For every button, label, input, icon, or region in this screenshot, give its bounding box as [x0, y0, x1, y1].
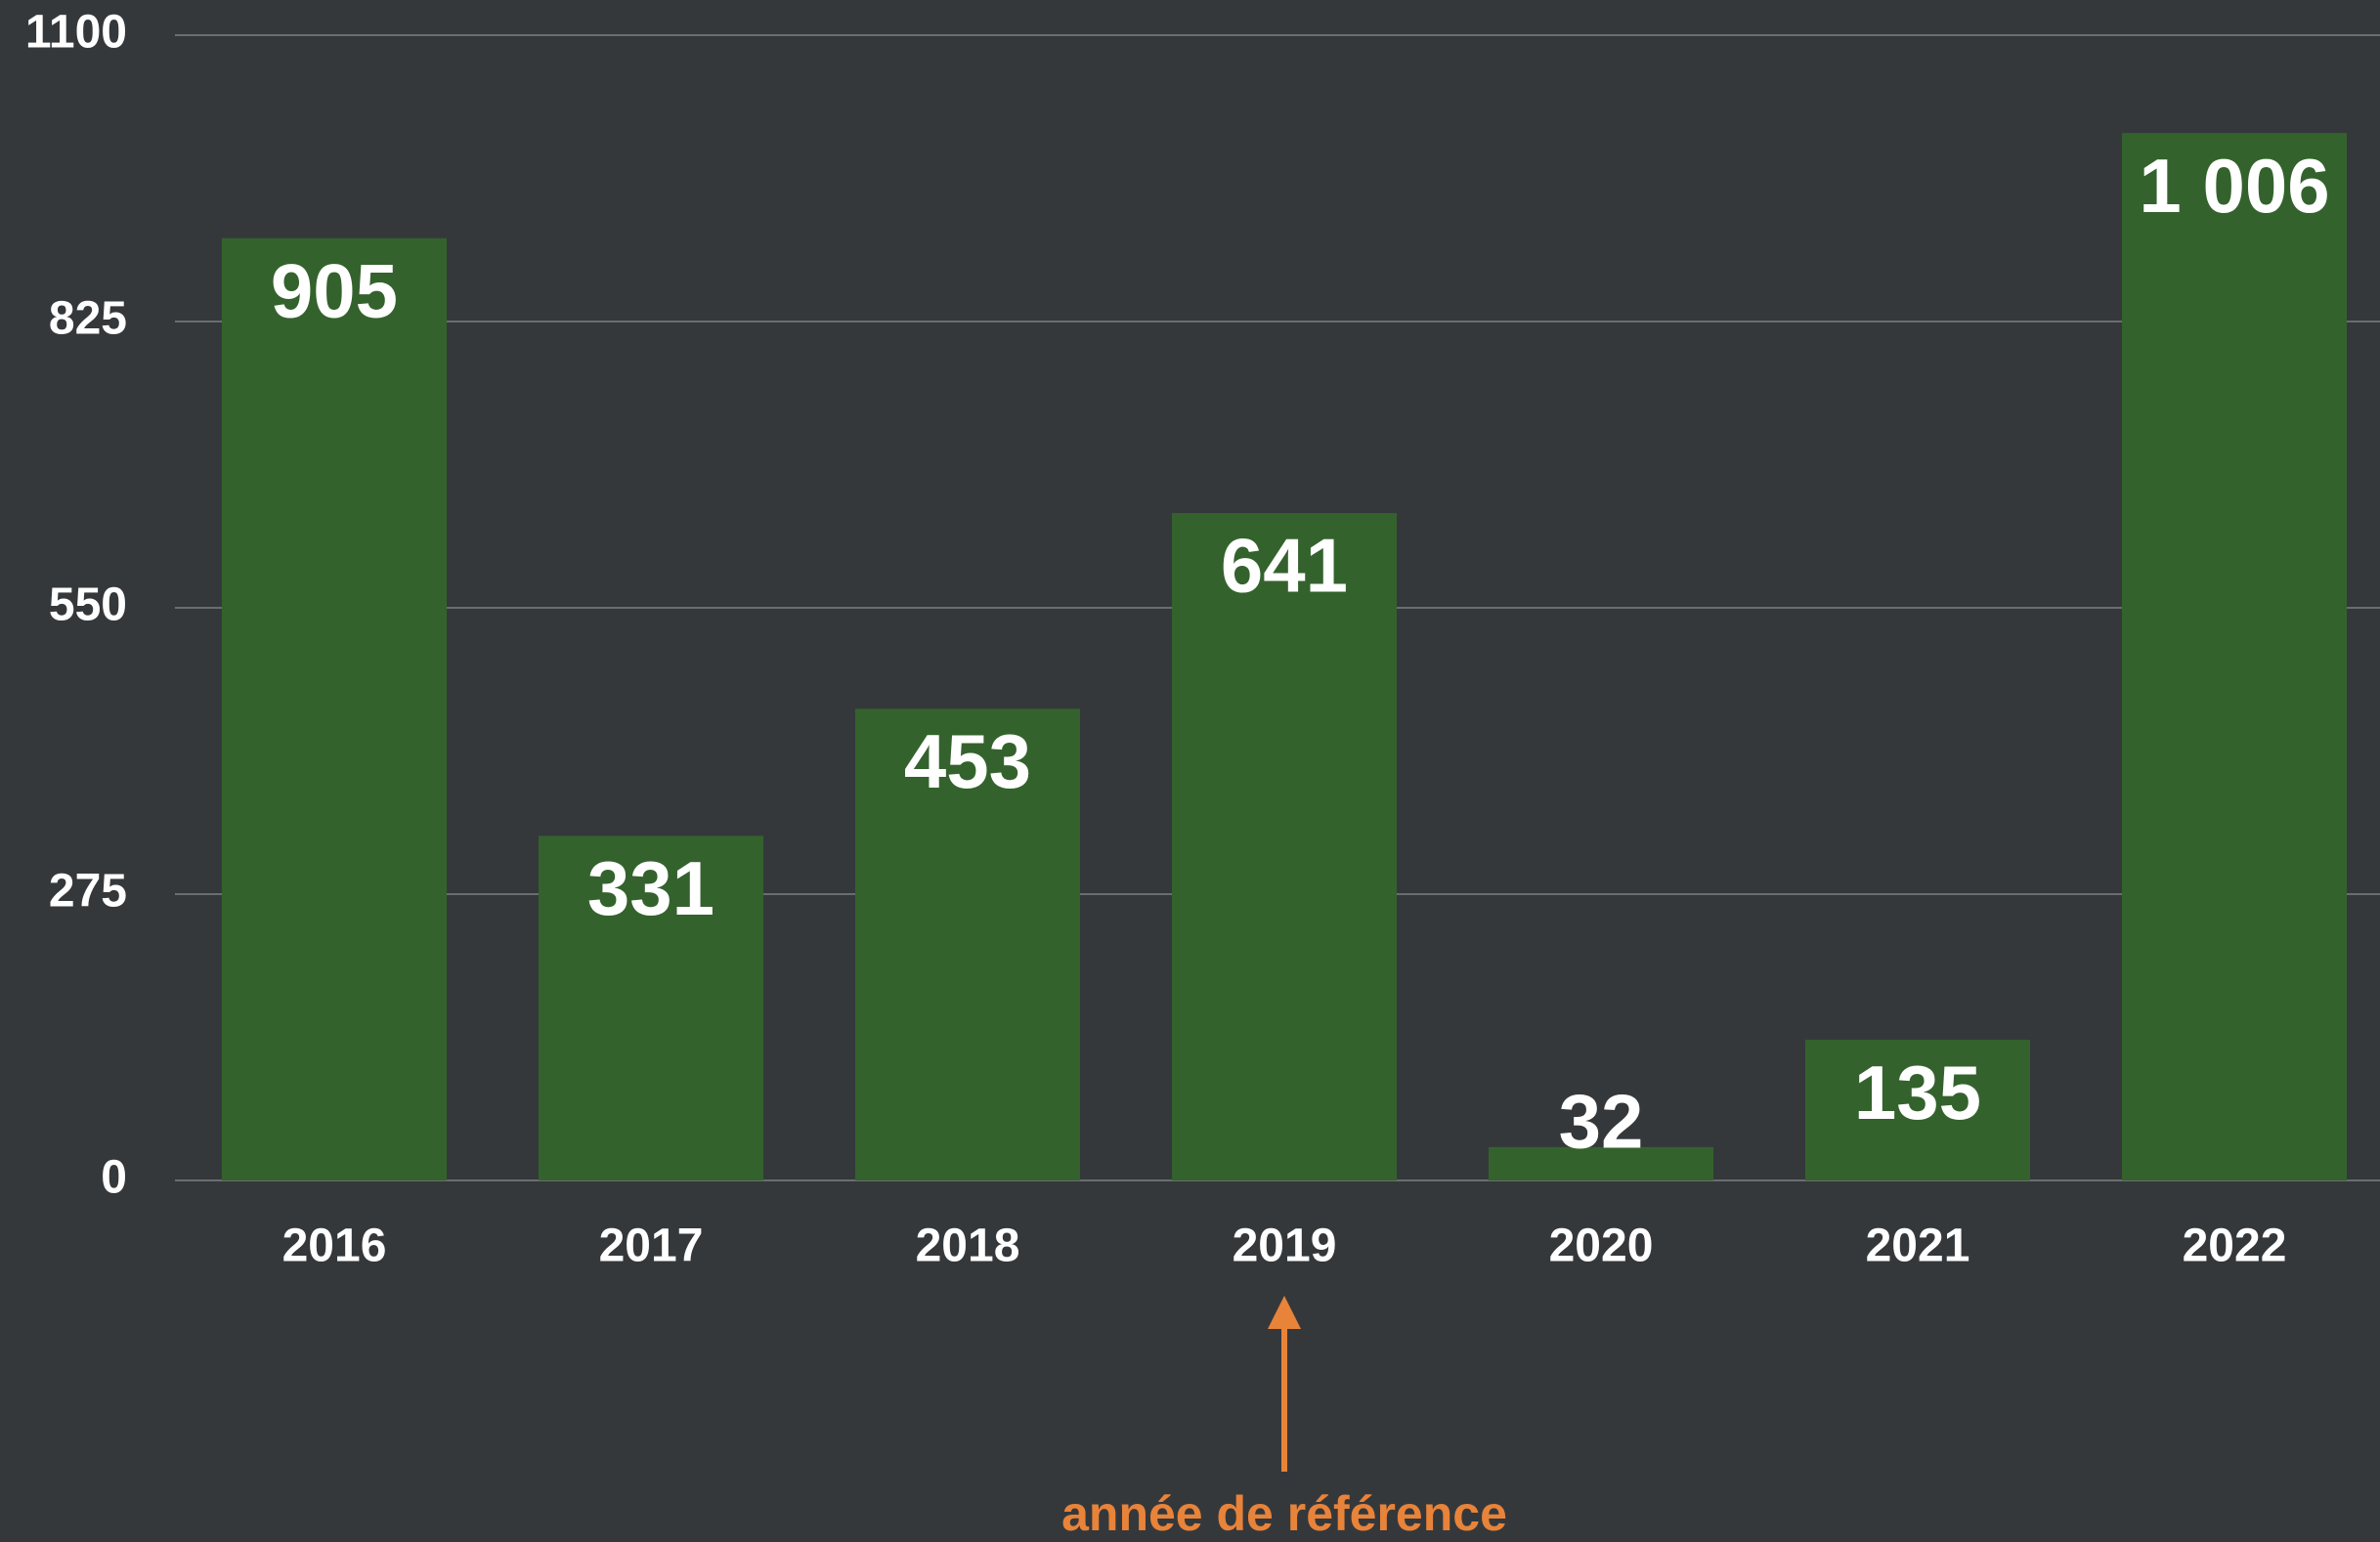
value-label: 135 — [1854, 1049, 1981, 1135]
x-tick-label: 2017 — [599, 1221, 704, 1272]
x-tick-label: 2022 — [2183, 1221, 2287, 1272]
y-tick-label: 0 — [101, 1152, 127, 1204]
value-label: 453 — [904, 718, 1031, 804]
annotation-arrowhead — [1268, 1296, 1301, 1329]
y-tick-label: 550 — [49, 579, 127, 631]
bar — [1805, 1040, 2030, 1180]
y-tick-label: 1100 — [25, 7, 127, 59]
x-tick-label: 2020 — [1549, 1221, 1654, 1272]
y-tick-label: 825 — [49, 293, 127, 345]
bar — [1172, 513, 1397, 1180]
y-tick-label: 275 — [49, 866, 127, 918]
bar — [1489, 1146, 1713, 1180]
value-label: 905 — [271, 247, 398, 333]
bar — [2122, 133, 2347, 1181]
bar — [222, 237, 447, 1180]
value-label: 641 — [1221, 523, 1348, 609]
annotation: année de référence — [1061, 1486, 1507, 1541]
x-tick-label: 2016 — [282, 1221, 387, 1272]
x-tick-label: 2019 — [1233, 1221, 1337, 1272]
x-tick-label: 2018 — [916, 1221, 1020, 1272]
bar — [539, 835, 763, 1180]
value-label: 1 006 — [2139, 143, 2329, 229]
value-label: 331 — [587, 845, 714, 931]
x-tick-label: 2021 — [1866, 1221, 1970, 1272]
value-label: 32 — [1559, 1079, 1644, 1165]
bar — [855, 708, 1080, 1180]
